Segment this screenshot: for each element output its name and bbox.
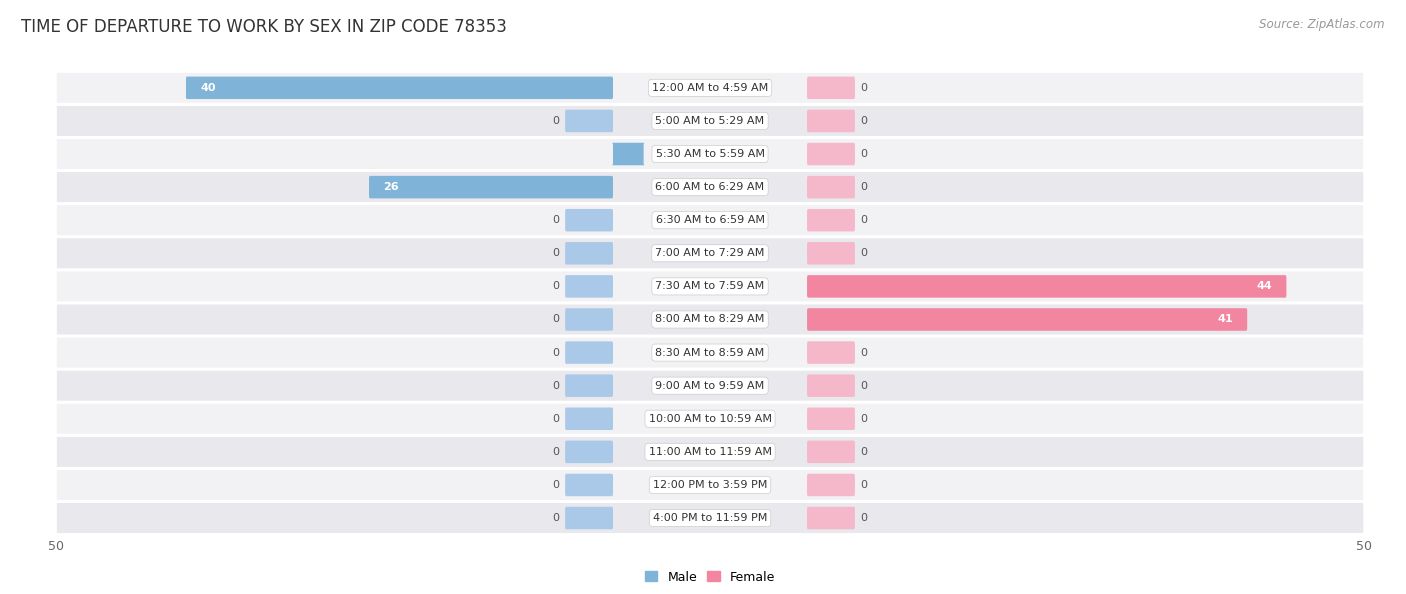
Text: 0: 0 [553, 314, 560, 324]
Text: 0: 0 [553, 381, 560, 391]
FancyBboxPatch shape [807, 110, 855, 132]
Text: 26: 26 [382, 182, 399, 192]
Text: 0: 0 [860, 149, 868, 159]
FancyBboxPatch shape [56, 138, 1364, 169]
Text: 0: 0 [553, 116, 560, 126]
Text: 0: 0 [860, 83, 868, 93]
FancyBboxPatch shape [807, 77, 855, 99]
Text: 12:00 PM to 3:59 PM: 12:00 PM to 3:59 PM [652, 480, 768, 490]
FancyBboxPatch shape [56, 503, 1364, 533]
FancyBboxPatch shape [807, 176, 855, 198]
Text: 11:00 AM to 11:59 AM: 11:00 AM to 11:59 AM [648, 447, 772, 457]
Text: 0: 0 [860, 215, 868, 225]
Text: 5:00 AM to 5:29 AM: 5:00 AM to 5:29 AM [655, 116, 765, 126]
FancyBboxPatch shape [565, 473, 613, 496]
Text: 0: 0 [553, 414, 560, 424]
FancyBboxPatch shape [807, 308, 1247, 331]
FancyBboxPatch shape [56, 72, 1364, 103]
FancyBboxPatch shape [56, 403, 1364, 434]
FancyBboxPatch shape [565, 110, 613, 132]
Text: 41: 41 [1218, 314, 1233, 324]
Text: 9:00 AM to 9:59 AM: 9:00 AM to 9:59 AM [655, 381, 765, 391]
FancyBboxPatch shape [56, 437, 1364, 467]
FancyBboxPatch shape [565, 209, 613, 232]
Text: 7:30 AM to 7:59 AM: 7:30 AM to 7:59 AM [655, 282, 765, 292]
FancyBboxPatch shape [565, 407, 613, 430]
FancyBboxPatch shape [56, 271, 1364, 302]
FancyBboxPatch shape [56, 238, 1364, 269]
FancyBboxPatch shape [368, 176, 613, 198]
FancyBboxPatch shape [807, 342, 855, 364]
FancyBboxPatch shape [56, 370, 1364, 401]
Text: 6:30 AM to 6:59 AM: 6:30 AM to 6:59 AM [655, 215, 765, 225]
Text: 44: 44 [1257, 282, 1272, 292]
FancyBboxPatch shape [56, 172, 1364, 203]
FancyBboxPatch shape [807, 407, 855, 430]
Legend: Male, Female: Male, Female [640, 565, 780, 589]
FancyBboxPatch shape [565, 441, 613, 463]
FancyBboxPatch shape [807, 242, 855, 264]
FancyBboxPatch shape [565, 242, 613, 264]
FancyBboxPatch shape [807, 275, 1286, 298]
FancyBboxPatch shape [186, 77, 613, 99]
Text: 6:00 AM to 6:29 AM: 6:00 AM to 6:29 AM [655, 182, 765, 192]
Text: Source: ZipAtlas.com: Source: ZipAtlas.com [1260, 18, 1385, 31]
Text: 0: 0 [553, 282, 560, 292]
Text: 12:00 AM to 4:59 AM: 12:00 AM to 4:59 AM [652, 83, 768, 93]
Text: 5: 5 [658, 149, 665, 159]
FancyBboxPatch shape [807, 473, 855, 496]
Text: 0: 0 [860, 480, 868, 490]
FancyBboxPatch shape [565, 275, 613, 298]
FancyBboxPatch shape [565, 308, 613, 331]
Text: 4:00 PM to 11:59 PM: 4:00 PM to 11:59 PM [652, 513, 768, 523]
Text: 0: 0 [860, 513, 868, 523]
FancyBboxPatch shape [807, 374, 855, 397]
Text: 0: 0 [860, 381, 868, 391]
Text: 0: 0 [553, 347, 560, 358]
FancyBboxPatch shape [807, 441, 855, 463]
FancyBboxPatch shape [612, 143, 644, 165]
Text: 0: 0 [553, 513, 560, 523]
Text: 0: 0 [860, 414, 868, 424]
Text: 0: 0 [860, 116, 868, 126]
Text: 0: 0 [553, 480, 560, 490]
Text: 0: 0 [860, 248, 868, 258]
Text: 0: 0 [860, 182, 868, 192]
FancyBboxPatch shape [807, 507, 855, 529]
FancyBboxPatch shape [807, 209, 855, 232]
Text: 0: 0 [553, 248, 560, 258]
Text: 8:00 AM to 8:29 AM: 8:00 AM to 8:29 AM [655, 314, 765, 324]
Text: 0: 0 [553, 447, 560, 457]
Text: 0: 0 [860, 447, 868, 457]
FancyBboxPatch shape [565, 374, 613, 397]
Text: 5:30 AM to 5:59 AM: 5:30 AM to 5:59 AM [655, 149, 765, 159]
FancyBboxPatch shape [56, 337, 1364, 368]
Text: 0: 0 [553, 215, 560, 225]
Text: TIME OF DEPARTURE TO WORK BY SEX IN ZIP CODE 78353: TIME OF DEPARTURE TO WORK BY SEX IN ZIP … [21, 18, 508, 36]
FancyBboxPatch shape [807, 143, 855, 165]
Text: 8:30 AM to 8:59 AM: 8:30 AM to 8:59 AM [655, 347, 765, 358]
Text: 0: 0 [860, 347, 868, 358]
FancyBboxPatch shape [56, 469, 1364, 501]
FancyBboxPatch shape [56, 105, 1364, 137]
Text: 40: 40 [200, 83, 215, 93]
FancyBboxPatch shape [565, 342, 613, 364]
FancyBboxPatch shape [56, 304, 1364, 335]
Text: 7:00 AM to 7:29 AM: 7:00 AM to 7:29 AM [655, 248, 765, 258]
FancyBboxPatch shape [56, 205, 1364, 236]
FancyBboxPatch shape [565, 507, 613, 529]
Text: 10:00 AM to 10:59 AM: 10:00 AM to 10:59 AM [648, 414, 772, 424]
